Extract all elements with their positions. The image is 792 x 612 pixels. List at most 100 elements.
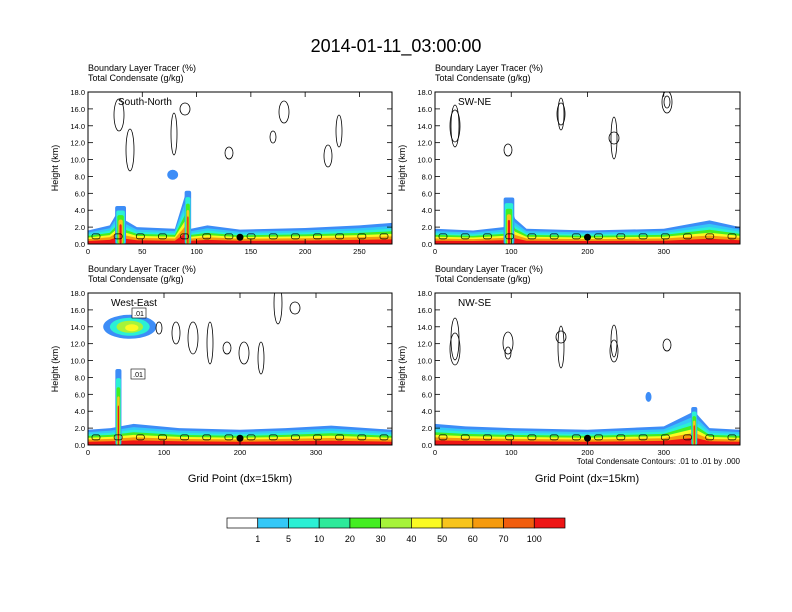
- x-tick-label: 200: [581, 247, 594, 256]
- tracer-plume: [115, 206, 126, 244]
- condensate-contour: [113, 98, 125, 132]
- x-tick-label: 200: [581, 448, 594, 457]
- y-tick-label: 12.0: [417, 139, 432, 148]
- tracer-plume: [503, 197, 515, 244]
- condensate-contour: [616, 233, 626, 240]
- y-tick-label: 16.0: [70, 105, 85, 114]
- panel-label: NW-SE: [458, 298, 491, 309]
- colorbar-label: 20: [345, 534, 355, 544]
- condensate-contour: [357, 233, 367, 240]
- x-tick-label: 0: [86, 448, 90, 457]
- plume-shell: [507, 219, 511, 244]
- condensate-contour: [268, 233, 278, 240]
- y-tick-label: 6.0: [75, 189, 85, 198]
- y-tick-label: 4.0: [75, 206, 85, 215]
- condensate-contour: [246, 233, 256, 240]
- condensate-contour: [450, 317, 460, 361]
- condensate-contour: [663, 95, 671, 109]
- y-tick-label: 4.0: [422, 206, 432, 215]
- condensate-contour: [291, 434, 300, 441]
- y-tick-label: 12.0: [70, 139, 85, 148]
- x-tick-label: 100: [190, 247, 203, 256]
- condensate-contour: [662, 338, 672, 352]
- panel-top-left: Boundary Layer Tracer (%)Total Condensat…: [50, 63, 393, 256]
- condensate-contour: [449, 109, 461, 143]
- colorbar-box: [533, 517, 566, 529]
- y-tick-label: 0.0: [75, 441, 85, 450]
- condensate-contour: [224, 233, 234, 240]
- colorbar-box: [318, 517, 351, 529]
- y-tick-label: 6.0: [422, 189, 432, 198]
- contour-label-box: [131, 307, 147, 319]
- tracer-plume: [115, 369, 122, 445]
- boundary-layer-band: [88, 225, 392, 244]
- x-tick-label: 0: [433, 448, 437, 457]
- condensate-contour: [638, 434, 648, 441]
- panel-header-tracer: Boundary Layer Tracer (%): [88, 63, 196, 73]
- colorbar-label: 5: [286, 534, 291, 544]
- plume-blob: [645, 391, 652, 402]
- condensate-contour: [660, 434, 670, 441]
- panel-bottom-right: Boundary Layer Tracer (%)Total Condensat…: [397, 264, 741, 457]
- colorbar-label: 1: [255, 534, 260, 544]
- condensate-contour: [224, 434, 234, 441]
- condensate-contour: [460, 233, 470, 240]
- y-axis-label: Height (km): [397, 145, 407, 192]
- y-tick-label: 14.0: [70, 323, 85, 332]
- y-tick-label: 18.0: [70, 88, 85, 97]
- condensate-contour: [313, 434, 322, 441]
- y-tick-label: 4.0: [422, 407, 432, 416]
- condensate-contour: [158, 233, 167, 240]
- condensate-contour: [187, 321, 199, 355]
- condensate-contour: [238, 341, 250, 365]
- condensate-contour: [206, 321, 214, 365]
- y-tick-label: 2.0: [75, 223, 85, 232]
- colorbar-label: 10: [314, 534, 324, 544]
- condensate-contour: [202, 233, 212, 240]
- colorbar-label: 50: [437, 534, 447, 544]
- tracer-plume: [184, 190, 192, 244]
- condensate-contour: [683, 434, 692, 441]
- x-tick-label: 300: [657, 448, 670, 457]
- panel-header-tracer: Boundary Layer Tracer (%): [435, 264, 543, 274]
- condensate-contour: [609, 339, 619, 363]
- condensate-contour: [323, 144, 333, 168]
- location-marker: [584, 434, 591, 442]
- condensate-contour: [483, 434, 492, 441]
- condensate-contour: [505, 434, 515, 441]
- location-marker: [236, 434, 244, 442]
- x-tick-label: 0: [86, 247, 90, 256]
- plume-shell: [693, 425, 695, 445]
- colorbar-box: [441, 517, 474, 529]
- condensate-contour: [727, 434, 737, 441]
- tracer-plume: [103, 314, 157, 339]
- contour-label: .01: [133, 372, 143, 379]
- y-tick-label: 18.0: [417, 289, 432, 298]
- x-axis-label-left: Grid Point (dx=15km): [188, 473, 292, 485]
- panel-label: West-East: [111, 298, 157, 309]
- x-tick-label: 100: [158, 448, 171, 457]
- location-marker: [584, 233, 591, 241]
- colorbar-label: 30: [376, 534, 386, 544]
- x-tick-label: 200: [234, 448, 247, 457]
- condensate-contour: [180, 233, 189, 240]
- panel-bottom-left: Boundary Layer Tracer (%)Total Condensat…: [50, 264, 393, 457]
- y-tick-label: 18.0: [417, 88, 432, 97]
- condensate-contour: [180, 434, 189, 441]
- x-tick-label: 100: [505, 448, 518, 457]
- y-axis-label: Height (km): [50, 145, 60, 192]
- condensate-contour: [268, 434, 278, 441]
- condensate-contour: [502, 331, 514, 355]
- y-tick-label: 16.0: [70, 306, 85, 315]
- y-tick-label: 12.0: [417, 340, 432, 349]
- boundary-layer-band: [88, 219, 392, 244]
- y-tick-label: 10.0: [70, 357, 85, 366]
- y-tick-label: 0.0: [422, 441, 432, 450]
- condensate-contour: [335, 233, 345, 240]
- condensate-contour: [269, 130, 277, 144]
- condensate-contour: [273, 293, 283, 325]
- colorbar-box: [257, 517, 289, 529]
- x-tick-label: 50: [138, 247, 146, 256]
- plume-shell: [117, 405, 120, 445]
- condensate-contour: [113, 233, 123, 240]
